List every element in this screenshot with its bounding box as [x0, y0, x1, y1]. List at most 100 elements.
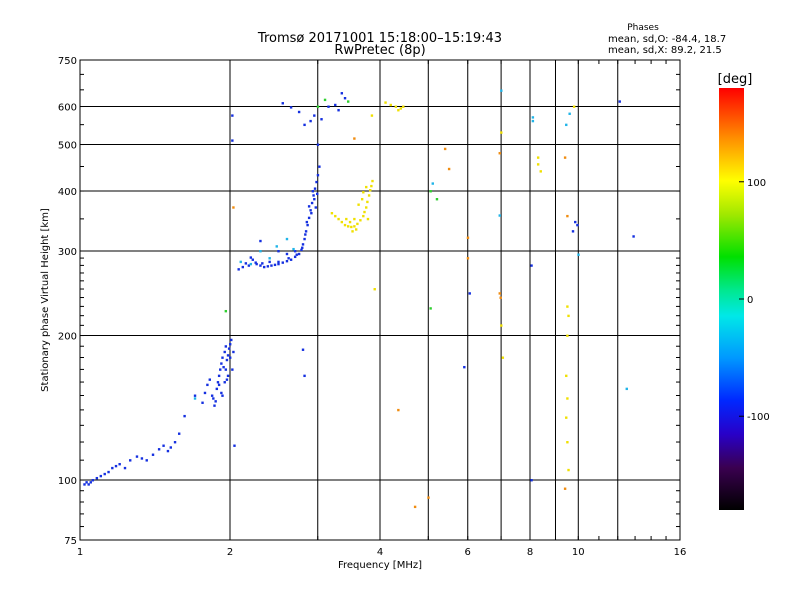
data-point — [249, 262, 253, 266]
data-point — [500, 131, 503, 134]
data-point — [247, 264, 251, 267]
data-point — [215, 387, 219, 391]
data-point — [370, 184, 373, 188]
data-point — [169, 446, 173, 449]
data-point — [231, 139, 234, 142]
data-point — [208, 378, 211, 381]
data-point — [213, 404, 216, 407]
data-point — [287, 257, 290, 260]
data-point — [346, 100, 350, 103]
data-point — [334, 103, 337, 107]
data-point — [348, 220, 352, 224]
data-point — [427, 496, 430, 499]
data-point — [230, 338, 233, 342]
data-point — [501, 356, 505, 359]
data-point — [367, 194, 371, 197]
data-point — [353, 217, 356, 221]
data-point — [431, 182, 434, 185]
stats-o-line: mean, sd,O: -84.4, 18.7 — [608, 34, 726, 45]
data-point — [95, 476, 99, 480]
data-point — [220, 391, 223, 395]
y-tick-label: 100 — [58, 476, 77, 487]
data-point — [212, 397, 215, 400]
data-point — [311, 190, 315, 193]
data-point — [394, 105, 398, 108]
data-point — [219, 368, 222, 371]
data-point — [268, 260, 271, 264]
data-point — [353, 137, 356, 140]
data-point — [201, 401, 204, 404]
data-point — [225, 378, 229, 381]
data-point — [241, 265, 245, 269]
data-point — [217, 383, 221, 387]
data-point — [83, 483, 86, 486]
axis-ticks — [79, 60, 681, 540]
data-point — [162, 444, 165, 447]
data-point — [363, 210, 366, 214]
data-point — [157, 448, 161, 451]
data-point — [292, 247, 295, 251]
data-point — [366, 200, 369, 204]
data-point — [239, 260, 242, 264]
data-point — [315, 180, 318, 184]
data-point — [571, 230, 575, 233]
data-point — [114, 464, 118, 468]
x-tick-labels: 1 2 4 6 8 10 16 — [77, 547, 687, 558]
colorbar-tick-label: -100 — [747, 412, 770, 423]
data-point — [107, 470, 110, 474]
data-point — [530, 264, 533, 267]
data-point — [568, 112, 571, 115]
x-tick-label: 8 — [527, 547, 533, 558]
data-point — [539, 170, 542, 173]
data-point — [183, 414, 186, 418]
data-point — [313, 187, 317, 190]
data-point — [576, 223, 579, 227]
data-point — [371, 179, 374, 183]
data-point — [237, 268, 240, 271]
data-point — [463, 365, 466, 369]
data-point — [413, 505, 417, 509]
data-point — [305, 220, 309, 224]
data-point — [297, 252, 301, 256]
data-point — [259, 239, 262, 243]
data-point — [567, 314, 570, 318]
x-tick-label: 6 — [465, 547, 471, 558]
data-point — [261, 262, 264, 265]
data-point — [499, 296, 502, 299]
data-point — [323, 98, 327, 102]
data-point — [447, 167, 451, 171]
data-point — [362, 214, 365, 218]
data-point — [224, 368, 228, 371]
data-point — [225, 358, 229, 362]
data-point — [632, 235, 635, 238]
data-point — [231, 368, 234, 371]
data-point — [233, 444, 236, 447]
y-tick-label: 75 — [64, 536, 77, 547]
data-point — [273, 263, 277, 267]
data-point — [397, 408, 400, 412]
data-point — [216, 381, 220, 384]
data-point — [625, 387, 628, 391]
data-point — [222, 365, 225, 369]
data-point — [313, 114, 316, 117]
data-point — [214, 400, 217, 403]
data-point — [303, 123, 306, 127]
data-point — [281, 261, 284, 264]
data-point — [310, 212, 313, 215]
data-point — [618, 100, 621, 103]
y-tick-label: 300 — [58, 247, 77, 258]
data-point — [389, 103, 392, 107]
x-tick-label: 4 — [377, 547, 383, 558]
data-points — [83, 89, 635, 509]
data-point — [166, 449, 170, 453]
data-point — [304, 233, 307, 236]
data-point — [277, 262, 280, 266]
data-point — [402, 105, 405, 108]
data-point — [293, 255, 297, 259]
data-point — [89, 481, 92, 484]
data-point — [217, 374, 221, 378]
data-point — [224, 309, 228, 313]
data-point — [151, 453, 155, 456]
data-point — [577, 253, 580, 256]
